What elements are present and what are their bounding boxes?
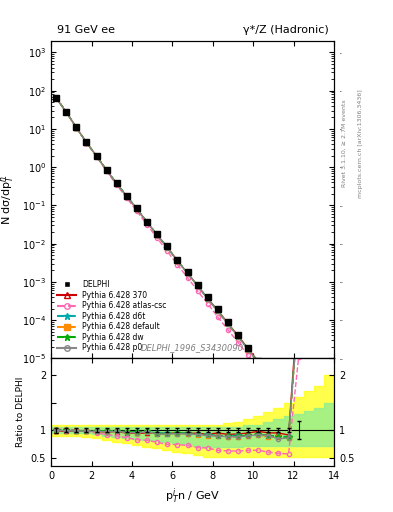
X-axis label: p$_T^i$n / GeV: p$_T^i$n / GeV [165, 486, 220, 506]
Text: Rivet 3.1.10, ≥ 2.7M events: Rivet 3.1.10, ≥ 2.7M events [342, 99, 347, 187]
Y-axis label: N dσ/dp$_T^n$: N dσ/dp$_T^n$ [0, 174, 17, 225]
Text: mcplots.cern.ch [arXiv:1306.3436]: mcplots.cern.ch [arXiv:1306.3436] [358, 89, 363, 198]
Legend: DELPHI, Pythia 6.428 370, Pythia 6.428 atlas-csc, Pythia 6.428 d6t, Pythia 6.428: DELPHI, Pythia 6.428 370, Pythia 6.428 a… [55, 278, 169, 355]
Y-axis label: Ratio to DELPHI: Ratio to DELPHI [16, 377, 25, 447]
Text: DELPHI_1996_S3430090: DELPHI_1996_S3430090 [141, 343, 244, 352]
Text: 91 GeV ee: 91 GeV ee [57, 25, 115, 35]
Text: γ*/Z (Hadronic): γ*/Z (Hadronic) [242, 25, 329, 35]
